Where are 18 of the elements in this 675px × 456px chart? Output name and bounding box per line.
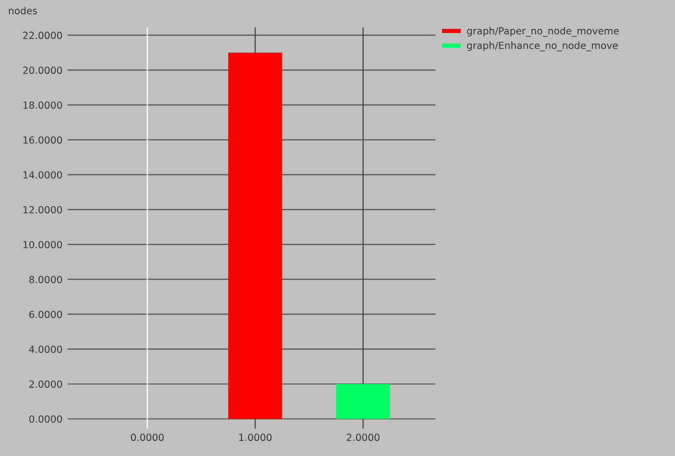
x-tick-label: 1.0000: [239, 434, 272, 442]
x-tick-label: 0.0000: [130, 434, 164, 442]
y-tick-label: 12.0000: [24, 206, 62, 214]
x-tick-label: 2.0000: [346, 434, 380, 442]
y-tick-label: 8.0000: [29, 276, 62, 284]
y-tick-label: 2.0000: [29, 380, 62, 388]
y-tick-label: 0.0000: [29, 415, 62, 423]
y-tick-label: 18.0000: [24, 101, 62, 109]
y-tick-label: 14.0000: [24, 171, 62, 179]
y-tick-label: 10.0000: [24, 240, 62, 248]
y-tick-label: 6.0000: [29, 310, 62, 318]
y-tick-label: 16.0000: [24, 136, 62, 144]
y-tick-label: 22.0000: [23, 32, 62, 40]
legend-label: graph/Enhance_no_node_move: [467, 42, 618, 52]
legend-label: graph/Paper_no_node_moveme: [467, 26, 619, 37]
y-axis-title: nodes: [8, 6, 37, 14]
y-tick-label: 4.0000: [29, 346, 62, 353]
y-tick-label: 20.0000: [23, 66, 62, 74]
